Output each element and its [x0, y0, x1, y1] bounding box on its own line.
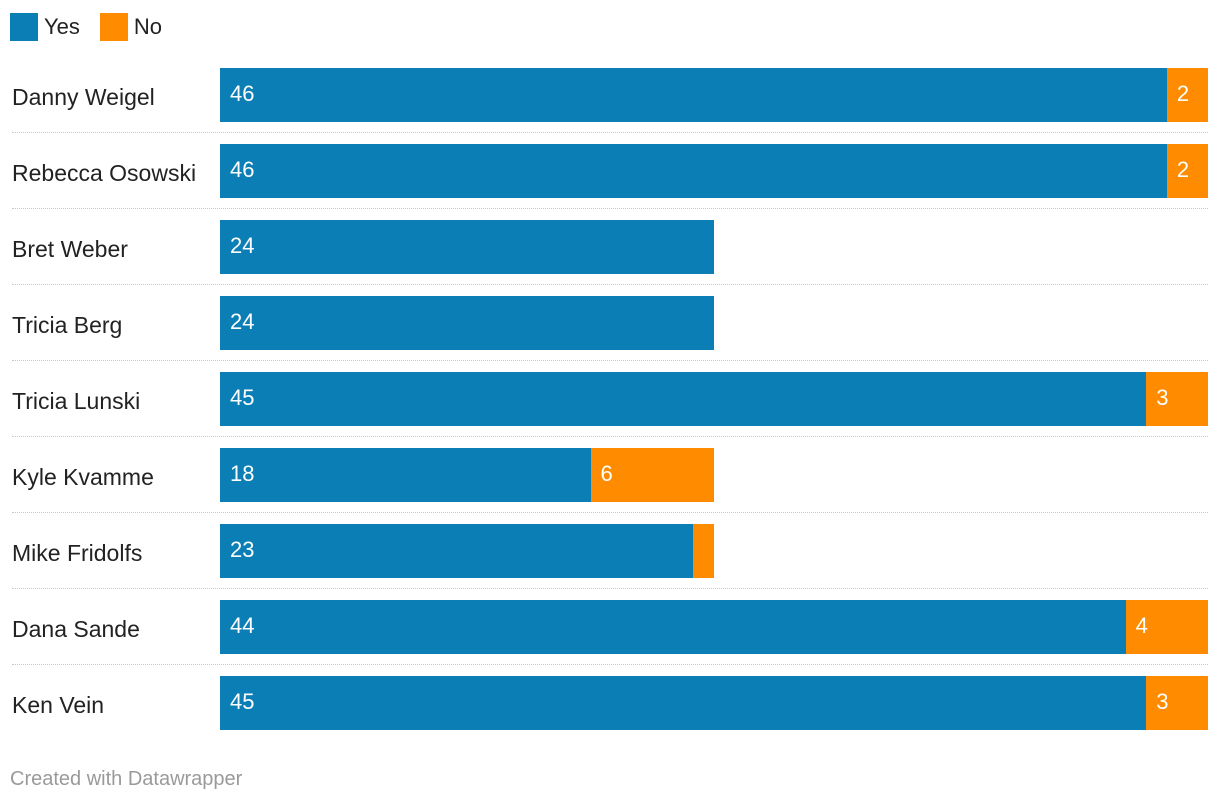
bar-yes-rebecca-osowski	[220, 144, 1167, 198]
bar-no-danny-weigel	[1166, 68, 1208, 122]
row-label-danny-weigel: Danny Weigel	[12, 84, 155, 110]
row-separator	[12, 360, 1208, 361]
bar-yes-mike-fridolfs	[220, 524, 694, 578]
value-label-yes-bret-weber: 24	[230, 233, 255, 258]
legend-swatch-yes	[10, 13, 38, 41]
chart-legend: Yes No	[10, 12, 182, 42]
value-label-yes-tricia-lunski: 45	[230, 385, 255, 410]
value-label-no-kyle-kvamme: 6	[600, 461, 613, 486]
value-label-yes-rebecca-osowski: 46	[230, 157, 255, 182]
value-label-no-ken-vein: 3	[1156, 689, 1169, 714]
bar-yes-tricia-lunski	[220, 372, 1147, 426]
row-label-kyle-kvamme: Kyle Kvamme	[12, 464, 154, 490]
row-separator	[12, 284, 1208, 285]
bar-yes-dana-sande	[220, 600, 1126, 654]
bar-no-rebecca-osowski	[1166, 144, 1208, 198]
legend-item-no: No	[99, 13, 163, 41]
bar-yes-ken-vein	[220, 676, 1147, 730]
row-separator	[12, 664, 1208, 665]
value-label-yes-dana-sande: 44	[230, 613, 255, 638]
bar-no-dana-sande	[1125, 600, 1208, 654]
value-label-no-dana-sande: 4	[1135, 613, 1148, 638]
value-label-yes-danny-weigel: 46	[230, 81, 255, 106]
legend-label-yes: Yes	[44, 14, 80, 39]
bar-no-ken-vein	[1146, 676, 1208, 730]
value-label-no-danny-weigel: 2	[1176, 81, 1190, 106]
row-label-bret-weber: Bret Weber	[12, 236, 128, 262]
row-separator	[12, 588, 1208, 589]
row-separator	[12, 436, 1208, 437]
bar-yes-tricia-berg	[220, 296, 714, 350]
bar-yes-bret-weber	[220, 220, 714, 274]
bar-no-kyle-kvamme	[590, 448, 714, 502]
row-label-tricia-lunski: Tricia Lunski	[12, 388, 141, 414]
value-label-yes-kyle-kvamme: 18	[230, 461, 255, 486]
value-label-yes-ken-vein: 45	[230, 689, 255, 714]
row-separator	[12, 132, 1208, 133]
bar-yes-danny-weigel	[220, 68, 1167, 122]
value-label-yes-mike-fridolfs: 23	[230, 537, 255, 562]
legend-swatch-no	[99, 13, 128, 41]
row-label-mike-fridolfs: Mike Fridolfs	[12, 540, 143, 566]
value-label-yes-tricia-berg: 24	[230, 309, 255, 334]
value-label-no-tricia-lunski: 3	[1156, 385, 1169, 410]
bar-no-tricia-lunski	[1146, 372, 1208, 426]
bar-no-mike-fridolfs	[693, 524, 714, 578]
legend-item-yes: Yes	[10, 13, 80, 41]
row-separator	[12, 208, 1208, 209]
row-label-rebecca-osowski: Rebecca Osowski	[12, 160, 197, 186]
datawrapper-credit: Created with Datawrapper	[10, 768, 243, 790]
row-separator	[12, 512, 1208, 513]
row-label-dana-sande: Dana Sande	[12, 616, 140, 642]
row-label-ken-vein: Ken Vein	[12, 692, 105, 718]
row-label-tricia-berg: Tricia Berg	[12, 312, 123, 338]
legend-label-no: No	[133, 14, 163, 39]
value-label-no-rebecca-osowski: 2	[1176, 157, 1190, 182]
bar-yes-kyle-kvamme	[220, 448, 591, 502]
